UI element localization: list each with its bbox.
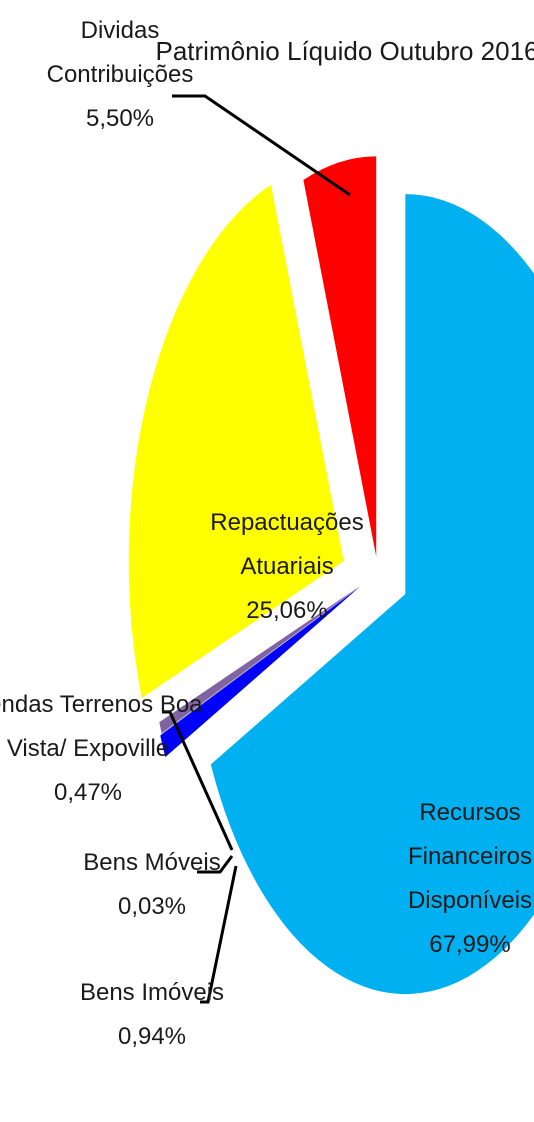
label-dividas-contribuicoes-name: Contribuições (47, 61, 194, 88)
leader-bens-moveis (197, 855, 234, 874)
label-recursos-financeiros-name: Financeiros (408, 843, 532, 870)
leader-bens-imoveis (200, 865, 238, 1004)
label-recursos-financeiros-name: Recursos (419, 799, 520, 826)
slice-repactuacoes-atuariais (128, 184, 344, 699)
label-bens-imoveis-name: Bens Imóveis (80, 979, 224, 1006)
label-repactuacoes-atuariais-value: 25,06% (246, 597, 327, 624)
label-recursos-financeiros-value: 67,99% (429, 931, 510, 958)
slice-dividas-contribuicoes (303, 156, 377, 557)
label-dividas-contribuicoes-value: 5,50% (86, 105, 154, 132)
slice-vendas-terrenos (159, 585, 362, 734)
leader-dividas-contribuicoes (172, 94, 351, 197)
slice-labels: Recursos Financeiros Disponíveis 67,99% Bens… (0, 17, 532, 1050)
label-bens-moveis-value: 0,03% (118, 893, 186, 920)
label-bens-imoveis-value: 0,94% (118, 1023, 186, 1050)
label-vendas-terrenos-name: Vendas Terrenos Boa (0, 691, 203, 718)
label-dividas-contribuicoes-name: Dividas (81, 17, 160, 44)
leader-lines (162, 94, 351, 1004)
leader-vendas-terrenos (162, 710, 234, 851)
label-repactuacoes-atuariais-name: Atuariais (240, 553, 333, 580)
slice-bens-moveis (161, 585, 362, 735)
label-vendas-terrenos-name: Vista/ Expoville (7, 735, 169, 762)
label-recursos-financeiros-name: Disponíveis (408, 887, 532, 914)
slice-recursos-financeiros (210, 194, 534, 995)
label-bens-moveis-name: Bens Móveis (83, 849, 220, 876)
pie-slices (128, 156, 534, 995)
chart-title: Patrimônio Líquido Outubro 2016 (155, 36, 534, 66)
label-vendas-terrenos-value: 0,47% (54, 779, 122, 806)
slice-bens-imoveis (160, 586, 360, 758)
label-repactuacoes-atuariais-name: Repactuações (210, 509, 363, 536)
